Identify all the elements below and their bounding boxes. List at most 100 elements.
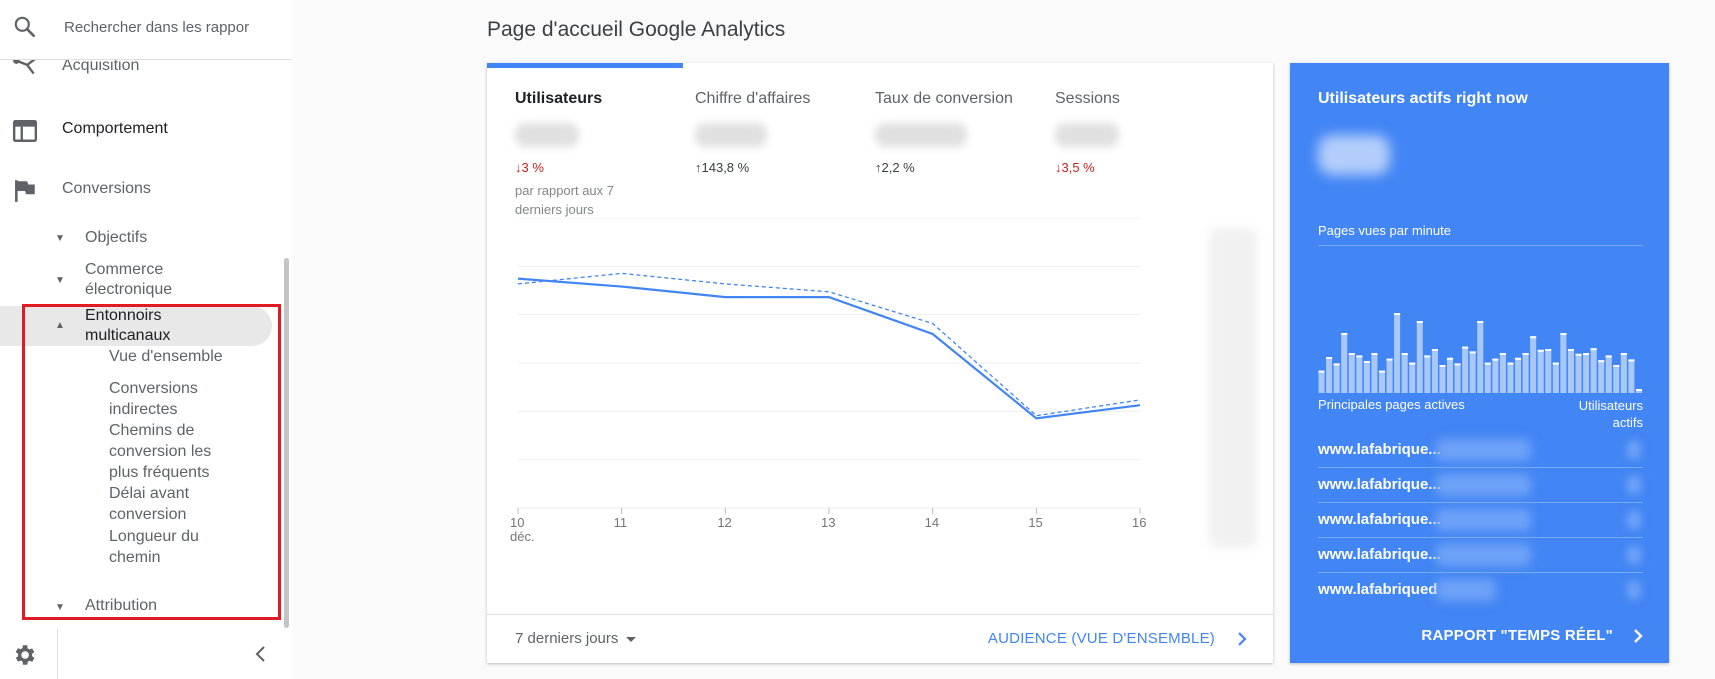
pageview-bar-cap: [1386, 358, 1393, 361]
leaf-vue-ensemble[interactable]: Vue d'ensemble: [109, 348, 223, 365]
pageview-bar: [1363, 361, 1370, 393]
pageview-bar: [1462, 346, 1469, 393]
search-bar[interactable]: Rechercher dans les rappor: [0, 0, 292, 60]
pageview-bar-cap: [1507, 362, 1514, 365]
sub-item-commerce[interactable]: ▼ Commerce électronique: [0, 259, 292, 301]
chevron-right-icon[interactable]: [1631, 627, 1645, 645]
leaf-delai-conversion[interactable]: Délai avant conversion: [109, 485, 190, 523]
active-page-row[interactable]: www.lafabriqued: [1318, 573, 1643, 608]
pageview-bar-cap: [1530, 336, 1537, 339]
active-users-count-redacted: [1318, 135, 1390, 175]
redacted: [1436, 544, 1531, 566]
nav-item-comportement[interactable]: Comportement: [0, 116, 292, 146]
pageview-bar: [1326, 357, 1333, 393]
pageview-bar-cap: [1590, 348, 1597, 351]
chevron-right-icon[interactable]: [1235, 630, 1249, 648]
x-tick-label: 10: [510, 515, 524, 530]
pageview-bar-cap: [1620, 353, 1627, 355]
flag-icon: [15, 180, 35, 202]
metric-name: Utilisateurs: [515, 90, 603, 107]
pageview-bar-cap: [1635, 389, 1642, 391]
column-header-pages: Principales pages actives: [1318, 397, 1465, 412]
pageview-bar: [1394, 313, 1401, 393]
pageview-bar-cap: [1598, 360, 1605, 363]
redacted: [1627, 546, 1641, 564]
pageview-bar: [1598, 360, 1605, 393]
pageview-bar: [1605, 355, 1612, 393]
y-axis-labels-redacted: [1209, 228, 1257, 548]
pageview-bar-cap: [1583, 353, 1590, 355]
sub-item-label: Attribution: [85, 597, 158, 614]
metric-name: Chiffre d'affaires: [695, 90, 811, 107]
active-page-row[interactable]: www.lafabrique...: [1318, 433, 1643, 468]
footer-divider: [57, 628, 58, 679]
pageview-bar: [1378, 370, 1386, 393]
pageview-bar: [1499, 353, 1506, 393]
pageview-bar: [1492, 358, 1499, 393]
nav-item-label: Comportement: [62, 120, 168, 137]
active-page-row[interactable]: www.lafabrique...: [1318, 538, 1643, 573]
chevron-left-icon[interactable]: [252, 644, 270, 664]
redacted: [1436, 579, 1496, 601]
overview-card: Utilisateurs ↓3 % par rapport aux 7 dern…: [487, 63, 1273, 663]
pageview-bar-cap: [1409, 362, 1416, 365]
pageview-bar: [1333, 363, 1340, 393]
redacted: [1627, 581, 1641, 599]
pageview-bar-cap: [1439, 365, 1446, 367]
pageview-bar: [1371, 353, 1378, 393]
redacted: [1436, 474, 1531, 496]
pageview-bar-cap: [1462, 346, 1469, 349]
pageview-bar-cap: [1356, 355, 1363, 358]
behavior-icon: [12, 120, 38, 142]
pageview-bar: [1454, 363, 1461, 393]
expand-triangle-icon: ▼: [55, 275, 65, 286]
x-tick-label: 12: [717, 515, 731, 530]
pageview-bar-cap: [1628, 359, 1635, 362]
page-url: www.lafabrique...: [1318, 441, 1441, 458]
active-page-row[interactable]: www.lafabrique...: [1318, 503, 1643, 538]
leaf-longueur-chemin[interactable]: Longueur du chemin: [109, 528, 199, 566]
pageview-bar: [1522, 353, 1529, 393]
x-tick-label: 15: [1028, 515, 1042, 530]
pageview-bar-cap: [1552, 362, 1559, 365]
nav-item-conversions[interactable]: Conversions: [0, 176, 292, 206]
sub-item-attribution[interactable]: ▼ Attribution: [0, 596, 292, 618]
leaf-conversions-indirectes[interactable]: Conversions indirectes: [109, 380, 198, 418]
sub-item-entonnoirs[interactable]: ▲ Entonnoirs multicanaux: [0, 304, 292, 348]
search-input[interactable]: Rechercher dans les rappor: [64, 19, 250, 36]
pageview-bar: [1386, 358, 1393, 393]
pageview-bar: [1537, 349, 1544, 393]
pageview-bar-cap: [1515, 357, 1522, 360]
pageview-bar-cap: [1499, 353, 1506, 355]
users-line-chart: 10 11 12 13 14 15 16 déc.: [510, 218, 1146, 544]
x-tick-label: 14: [925, 515, 939, 530]
sidebar-scrollbar[interactable]: [284, 258, 289, 628]
pageview-bar-cap: [1492, 358, 1499, 361]
search-icon[interactable]: [12, 14, 38, 40]
sub-item-objectifs[interactable]: ▼ Objectifs: [0, 227, 292, 249]
realtime-panel: Utilisateurs actifs right now Pages vues…: [1290, 63, 1669, 663]
realtime-report-link[interactable]: RAPPORT "TEMPS RÉEL": [1421, 627, 1613, 644]
metric-value-redacted: [875, 123, 967, 147]
active-page-row[interactable]: www.lafabrique...: [1318, 468, 1643, 503]
pageview-bar-cap: [1537, 349, 1544, 352]
expand-triangle-icon: ▼: [55, 602, 65, 613]
leaf-chemins-conversion[interactable]: Chemins de conversion les plus fréquents: [109, 422, 212, 481]
date-range-dropdown[interactable]: 7 derniers jours: [515, 630, 637, 647]
gear-icon[interactable]: [11, 642, 37, 668]
pageview-bar: [1590, 348, 1597, 393]
pageview-bar-cap: [1454, 363, 1461, 366]
pageview-bar: [1477, 321, 1484, 393]
page-url: www.lafabriqued: [1318, 581, 1438, 598]
page-url: www.lafabrique...: [1318, 476, 1441, 493]
pageview-bar-cap: [1424, 355, 1431, 358]
nav-item-acquisition[interactable]: Acquisition: [0, 57, 292, 80]
audience-overview-link[interactable]: AUDIENCE (VUE D'ENSEMBLE): [987, 630, 1215, 647]
pageview-bar-cap: [1605, 355, 1612, 358]
pageview-bar-cap: [1326, 357, 1333, 359]
pageviews-bar-chart: [1318, 313, 1642, 393]
comparison-series-line: [517, 272, 1141, 417]
pageview-bar: [1318, 370, 1325, 393]
x-tick-label: 13: [821, 515, 835, 530]
pageview-bar-cap: [1484, 362, 1491, 365]
